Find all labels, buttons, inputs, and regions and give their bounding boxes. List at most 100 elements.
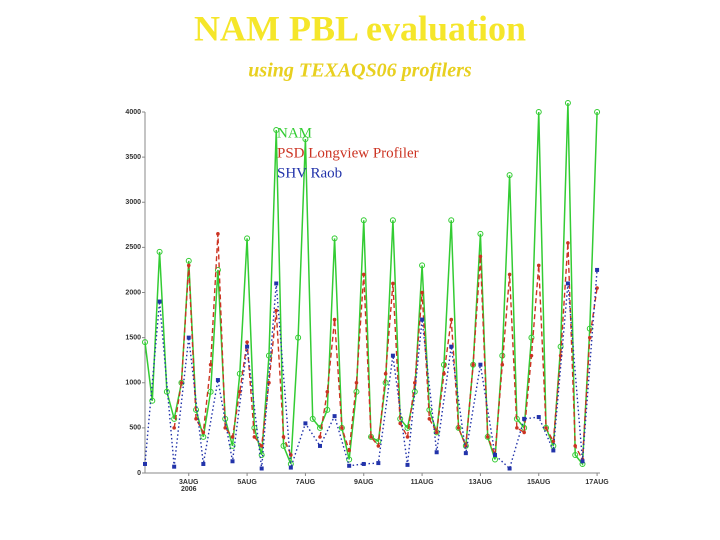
point <box>252 435 257 439</box>
point <box>258 451 265 458</box>
point <box>390 353 395 358</box>
point <box>405 435 410 439</box>
y-tick-label: 4000 <box>125 109 141 116</box>
chart-title: NAM PBL evaluation <box>194 8 526 48</box>
point <box>244 235 251 242</box>
y-tick-label: 3500 <box>125 154 141 161</box>
point <box>515 426 519 430</box>
point <box>529 353 534 358</box>
point <box>536 415 541 420</box>
point <box>172 464 177 469</box>
point <box>535 109 542 115</box>
point <box>419 262 426 269</box>
point <box>389 217 396 224</box>
chart-subtitle: using TEXAQS06 profilers <box>248 60 472 82</box>
point <box>265 352 272 359</box>
legend-entry: PSD Longview Profiler <box>277 145 419 161</box>
point <box>420 317 425 322</box>
point <box>156 248 163 255</box>
point <box>354 380 359 385</box>
point <box>332 317 337 322</box>
point <box>544 426 548 430</box>
point <box>564 99 571 106</box>
point <box>215 378 220 383</box>
point <box>259 444 264 448</box>
x-tick-label: 13AUG <box>469 479 493 486</box>
x-tick-label: 9AUG <box>354 479 374 486</box>
point <box>477 230 484 237</box>
point <box>157 299 162 304</box>
point <box>245 344 250 349</box>
point <box>383 371 388 376</box>
point <box>551 439 556 444</box>
legend-entry: NAM <box>277 125 312 141</box>
point <box>448 217 455 224</box>
point <box>347 448 351 453</box>
point <box>340 426 344 430</box>
legend-entry: SHV Raob <box>277 165 342 181</box>
point <box>309 415 316 422</box>
y-tick-label: 0 <box>137 470 141 477</box>
point <box>332 414 337 419</box>
point <box>398 421 403 426</box>
point <box>361 272 366 277</box>
point <box>318 435 322 439</box>
point <box>200 433 207 440</box>
point <box>456 426 461 430</box>
x-tick-label: 3AUG <box>179 479 199 486</box>
point <box>485 435 490 439</box>
point <box>295 334 302 341</box>
point <box>172 426 176 430</box>
point <box>185 257 192 264</box>
point <box>572 451 579 458</box>
x-tick-label: 17AUG <box>585 479 609 486</box>
point <box>331 235 338 242</box>
point <box>201 430 206 435</box>
point <box>273 127 280 134</box>
point <box>434 450 439 455</box>
point <box>420 290 424 295</box>
point <box>565 281 570 286</box>
point <box>376 461 381 466</box>
point <box>230 459 235 464</box>
point <box>346 456 353 463</box>
x-tick-label: 15AUG <box>527 479 551 486</box>
point <box>594 109 601 115</box>
point <box>442 371 446 376</box>
point <box>142 339 148 346</box>
point <box>478 362 483 367</box>
point <box>405 462 410 467</box>
point <box>281 435 286 439</box>
point <box>412 380 417 385</box>
x-tick-label: 11AUG <box>411 479 435 486</box>
point <box>449 317 454 322</box>
series-line <box>144 269 598 470</box>
point <box>536 263 541 268</box>
point <box>186 335 191 340</box>
point <box>360 217 367 224</box>
point <box>427 417 432 421</box>
point <box>361 461 366 466</box>
point <box>194 417 198 421</box>
point <box>595 267 600 272</box>
point <box>280 442 287 449</box>
point <box>440 361 447 368</box>
point <box>434 430 439 435</box>
point <box>506 172 513 179</box>
point <box>507 272 512 277</box>
x-tick-label: 5AUG <box>237 479 257 486</box>
point <box>237 389 242 394</box>
point <box>566 241 570 245</box>
point <box>303 421 308 426</box>
point <box>259 466 264 471</box>
point <box>216 232 220 236</box>
point <box>274 308 279 313</box>
y-tick-label: 2500 <box>125 244 141 251</box>
point <box>186 263 191 268</box>
point <box>230 435 235 439</box>
point <box>214 266 221 273</box>
point <box>179 380 184 385</box>
point <box>507 466 512 471</box>
point <box>245 340 249 344</box>
point <box>288 465 293 470</box>
